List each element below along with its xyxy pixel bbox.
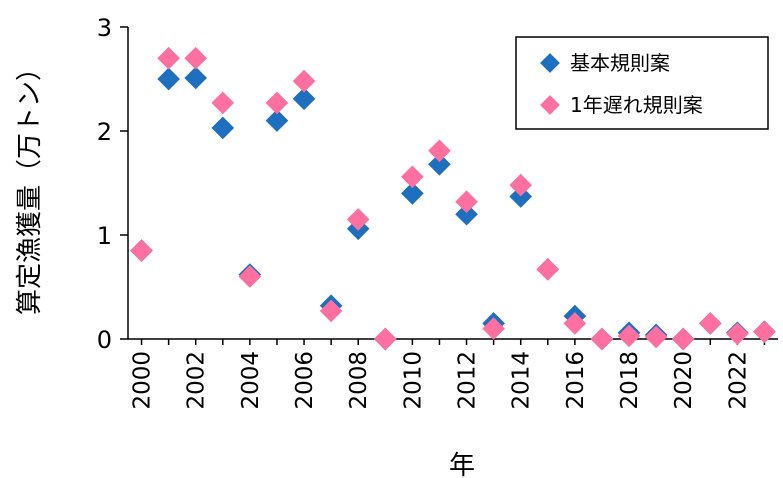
x-tick-label: 2018 (617, 351, 643, 410)
x-tick-label: 2006 (292, 351, 318, 410)
x-axis-title: 年 (449, 451, 475, 478)
data-point-series-2 (238, 265, 262, 288)
data-point-series-1 (211, 116, 235, 140)
data-point-series-1 (157, 67, 180, 91)
data-point-series-2 (536, 258, 560, 281)
legend-box (515, 36, 769, 130)
x-tick-label: 2002 (184, 351, 210, 410)
legend-label-series-1: 基本規則案 (570, 51, 670, 75)
data-point-series-2 (590, 327, 614, 351)
x-tick-label: 2000 (130, 351, 156, 410)
y-tick-label: 1 (97, 222, 112, 250)
legend-label-series-2: 1年遅れ規則案 (570, 93, 703, 117)
data-point-series-2 (130, 239, 153, 262)
data-point-series-2 (373, 327, 397, 351)
x-tick-labels: 2000 2002 2004 2006 2008 2010 2012 2014 2016 2018… (130, 351, 752, 410)
y-tick-label: 2 (97, 118, 112, 146)
x-tick-label: 2008 (346, 351, 372, 410)
x-tick-label: 2022 (725, 351, 751, 410)
data-point-series-2 (671, 327, 695, 351)
data-point-series-1 (184, 66, 208, 90)
x-tick-label: 2020 (671, 351, 697, 410)
legend: 基本規則案 1年遅れ規則案 (515, 36, 769, 130)
data-point-series-2 (726, 322, 749, 346)
x-tick-label: 2012 (455, 351, 481, 410)
x-tick-label: 2014 (509, 351, 535, 410)
y-tick-label: 0 (97, 326, 112, 354)
data-point-series-2 (455, 190, 478, 214)
data-point-series-2 (509, 173, 533, 197)
y-tick-labels: 0 1 2 3 (97, 14, 112, 354)
x-tick-label: 2016 (563, 351, 589, 410)
x-tick-label: 2004 (238, 351, 264, 410)
y-tick-label: 3 (97, 14, 112, 42)
axes (120, 26, 778, 345)
data-point-series-2 (157, 46, 180, 70)
data-point-series-2 (401, 165, 424, 189)
data-point-series-2 (211, 91, 235, 115)
data-point-series-2 (698, 312, 722, 335)
data-point-series-2 (265, 91, 289, 115)
y-axis-title: 算定漁獲量（万トン） (15, 55, 45, 315)
data-point-series-2 (644, 325, 668, 349)
x-tick-label: 2010 (400, 351, 426, 410)
data-point-series-2 (184, 46, 208, 70)
data-point-series-2 (617, 324, 641, 348)
data-point-series-2 (428, 139, 451, 163)
data-point-series-2 (292, 69, 316, 93)
